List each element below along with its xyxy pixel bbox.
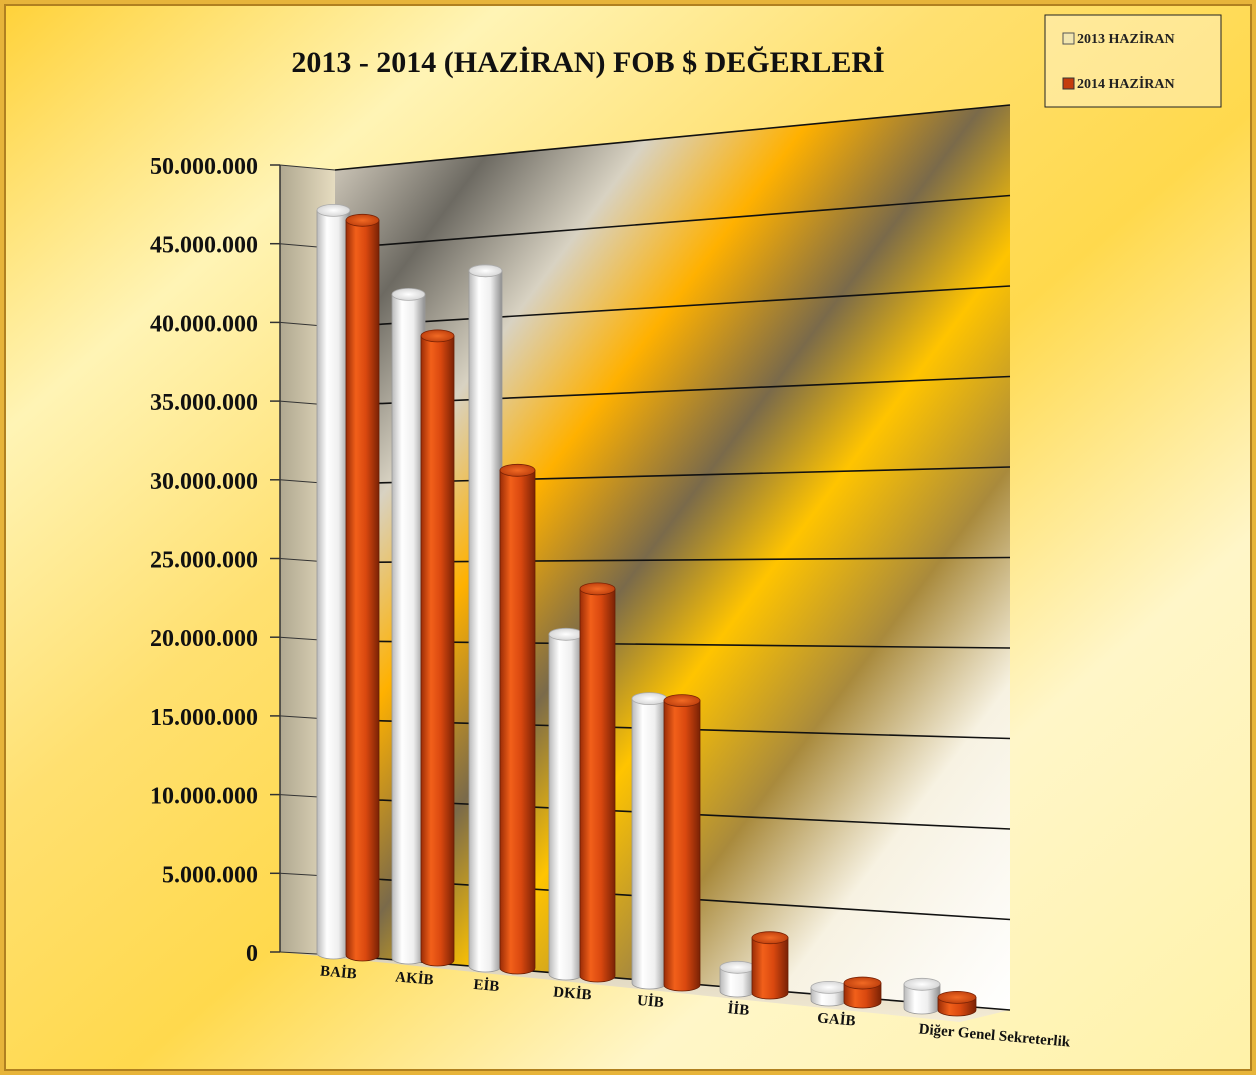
bar-top: [420, 329, 455, 343]
y-tick-label: 10.000.000: [150, 784, 258, 810]
bar-body: [751, 937, 789, 1000]
x-tick-label: BAİB: [319, 962, 357, 982]
bar-top: [719, 960, 756, 974]
y-tick-label: 50.000.000: [150, 154, 258, 180]
bar-2014: [345, 213, 380, 962]
y-axis-tick-labels: 0 5.000.000 10.000.000 15.000.000 20.000.000…: [150, 154, 280, 967]
y-tick-label: 0: [246, 941, 258, 967]
bar-top: [631, 692, 668, 705]
bar-2013: [468, 264, 503, 973]
y-tick-label: 5.000.000: [162, 862, 258, 888]
bar-2014: [579, 582, 616, 983]
bar-2013: [316, 203, 351, 960]
legend-swatch-2014: [1062, 77, 1075, 90]
bar-body: [579, 588, 616, 983]
x-tick-label: GAİB: [817, 1009, 857, 1029]
bar-top: [499, 463, 536, 477]
x-tick-label: UİB: [636, 992, 664, 1011]
y-tick-label: 40.000.000: [150, 311, 258, 337]
bar-top: [548, 627, 584, 641]
y-tick-label: 20.000.000: [150, 626, 258, 652]
bar-top: [663, 694, 701, 707]
bar-2014: [663, 694, 701, 992]
bar-2013: [719, 960, 756, 998]
bar-top: [843, 976, 882, 990]
bar-2013: [903, 977, 941, 1015]
bars: [316, 203, 977, 1017]
bar-top: [903, 977, 941, 991]
y-tick-label: 45.000.000: [150, 233, 258, 259]
legend-label-2014: 2014 HAZİRAN: [1077, 75, 1175, 92]
bar-top: [810, 980, 848, 994]
bar-top: [391, 287, 426, 301]
bar-2014: [937, 990, 977, 1017]
y-tick-label: 25.000.000: [150, 548, 258, 574]
x-tick-label: EİB: [473, 976, 500, 995]
bar-2013: [391, 287, 426, 965]
legend-swatch-2013: [1062, 32, 1075, 45]
gridline: [334, 285, 1011, 328]
y-tick-label: 15.000.000: [150, 705, 258, 731]
bar-2014: [499, 463, 536, 975]
x-tick-label: İİB: [727, 1000, 750, 1019]
bar-body: [316, 210, 351, 960]
bar-2014: [751, 931, 789, 1000]
x-tick-label: DKİB: [553, 983, 593, 1003]
bar-body: [548, 633, 584, 981]
bar-body: [345, 219, 380, 962]
gridline: [334, 104, 1011, 171]
gridline: [334, 194, 1011, 250]
bar-2014: [420, 329, 455, 967]
side-gridline: [279, 164, 336, 171]
bar-top: [579, 582, 616, 596]
bar-body: [843, 982, 882, 1009]
y-tick-label: 30.000.000: [150, 469, 258, 495]
bar-2013: [631, 692, 668, 990]
bar-2013: [810, 980, 848, 1007]
bar-top: [316, 203, 351, 217]
bar-2014: [843, 976, 882, 1009]
y-tick-label: 35.000.000: [150, 390, 258, 416]
bar-2013: [548, 627, 584, 981]
bar-top: [468, 264, 503, 278]
legend-label-2013: 2013 HAZİRAN: [1077, 30, 1175, 47]
bar-body: [499, 469, 536, 975]
chart-title: 2013 - 2014 (HAZİRAN) FOB $ DEĞERLERİ: [291, 46, 884, 79]
bar-body: [420, 335, 455, 967]
bar-top: [345, 213, 380, 227]
bar-top: [937, 990, 977, 1004]
legend: 2013 HAZİRAN 2014 HAZİRAN: [1044, 14, 1222, 108]
legend-box: [1044, 14, 1222, 108]
bar-body: [663, 700, 701, 992]
x-tick-label: AKİB: [395, 968, 435, 988]
bar-body: [468, 270, 503, 973]
bar-body: [631, 698, 668, 990]
bar-body: [391, 294, 426, 965]
bar-top: [751, 931, 789, 945]
